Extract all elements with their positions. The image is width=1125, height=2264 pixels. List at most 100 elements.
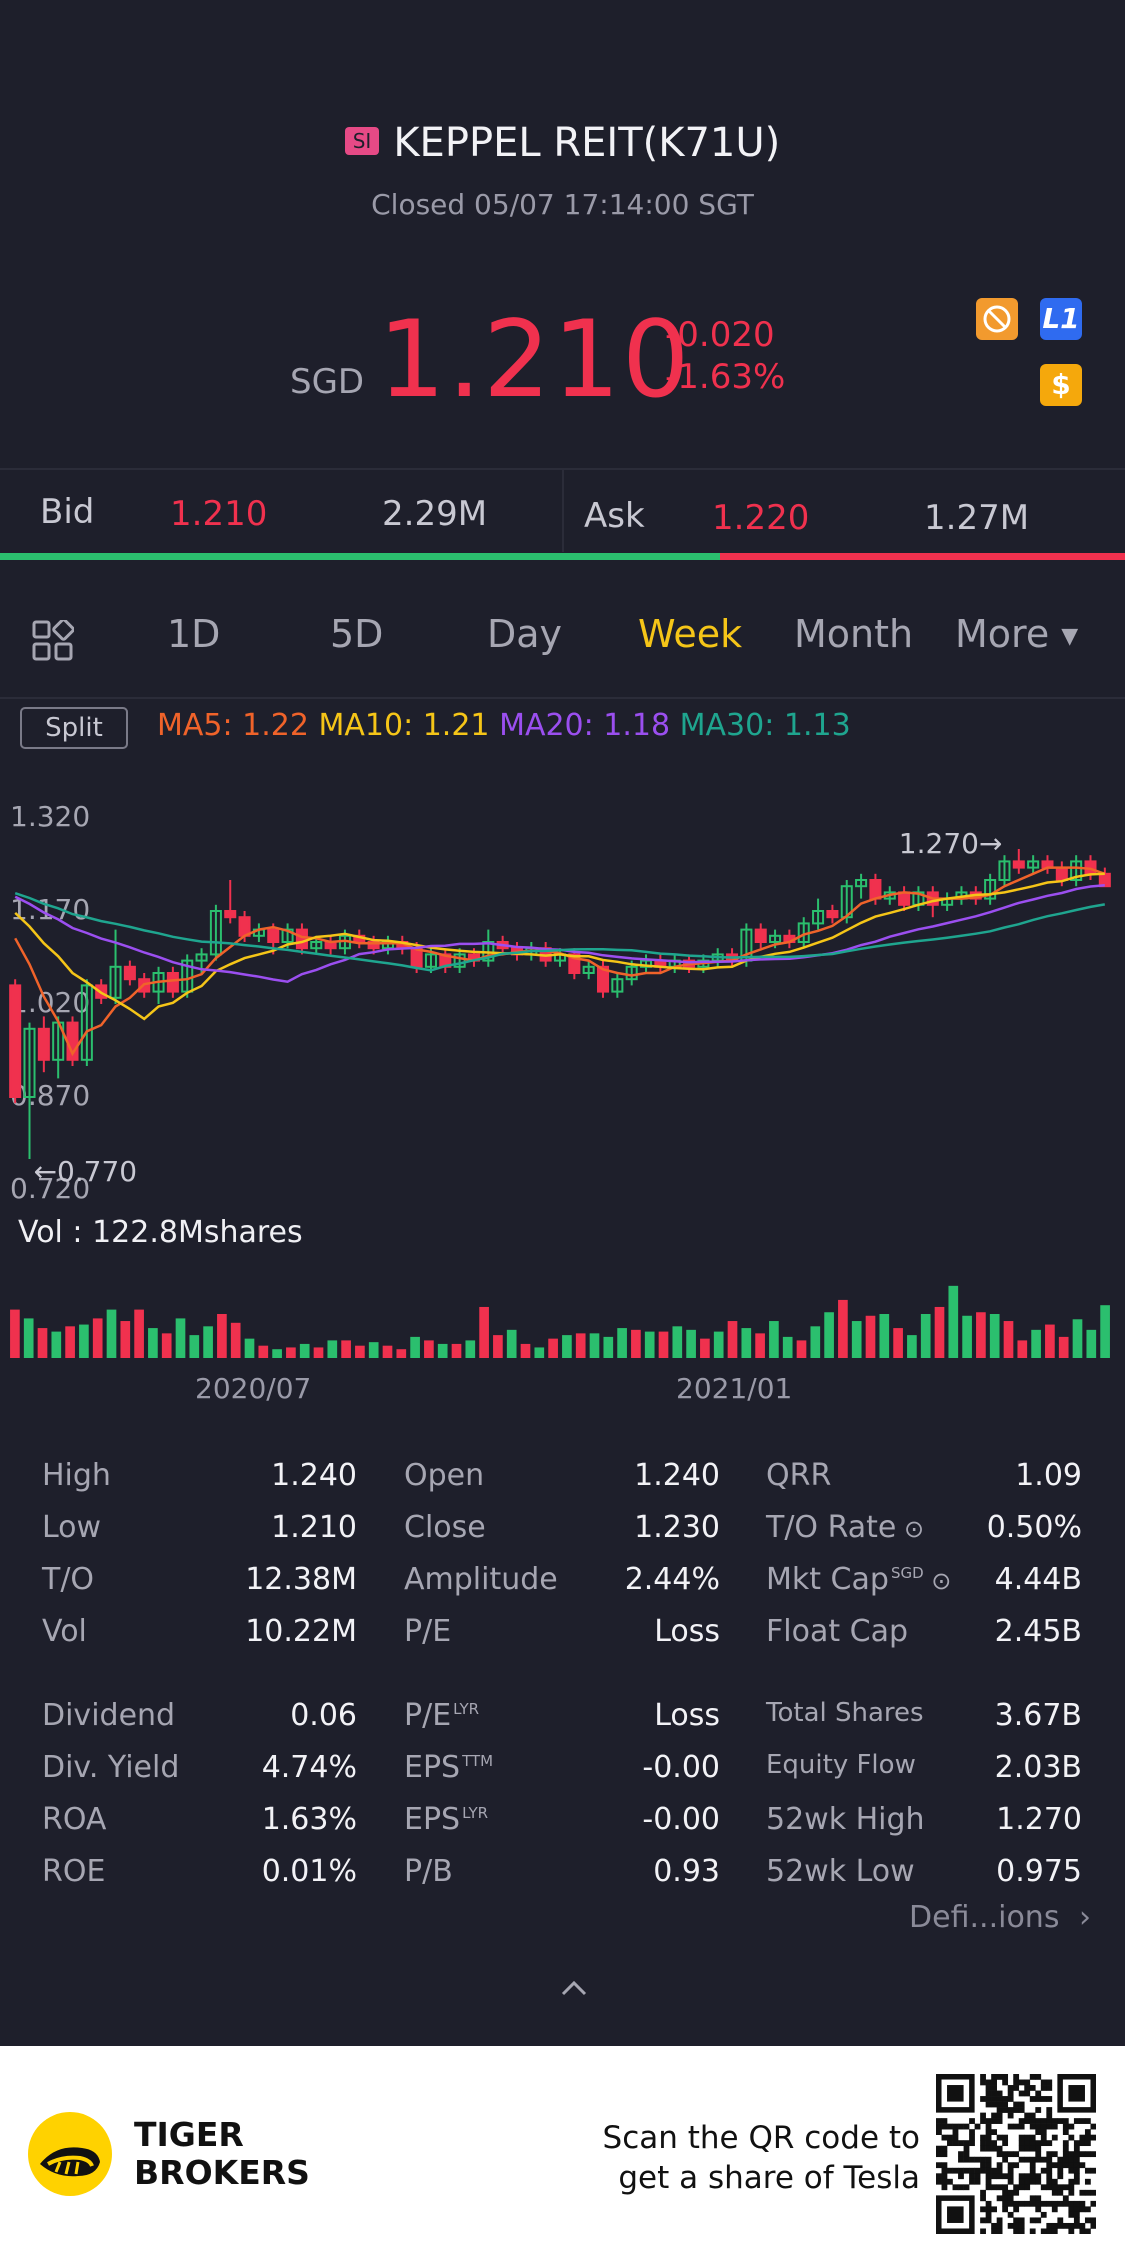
no-short-icon[interactable] — [976, 298, 1018, 340]
candle-body — [625, 965, 638, 981]
tab-more[interactable]: More ▼ — [955, 612, 1078, 656]
brand-line1: TIGER — [134, 2115, 244, 2154]
definitions-link[interactable]: Defi...ions › — [909, 1900, 1091, 1935]
stat-label: QRR — [766, 1458, 831, 1493]
stat-label-text: High — [42, 1458, 111, 1493]
stat-label-text: T/O Rate — [766, 1510, 897, 1545]
candle-body — [568, 953, 581, 974]
volume-bar — [562, 1335, 572, 1358]
stat-label: Float Cap — [766, 1614, 908, 1649]
ma20-value: MA20: 1.18 — [499, 708, 671, 743]
chevron-up-icon[interactable] — [560, 1970, 588, 2005]
volume-bar — [1086, 1329, 1097, 1358]
stat-label-text: EPS — [404, 1750, 461, 1785]
volume-bar — [23, 1318, 34, 1358]
stat-value: 0.01% — [261, 1854, 357, 1889]
x-tick-label: 2020/07 — [195, 1372, 312, 1405]
info-icon[interactable]: ⊙ — [923, 1567, 952, 1595]
volume-bar — [451, 1343, 462, 1358]
volume-bar — [92, 1318, 103, 1358]
candle-body — [869, 879, 882, 900]
volume-bar — [203, 1326, 213, 1358]
volume-bar — [589, 1333, 600, 1358]
stat-label-text: T/O — [42, 1562, 95, 1597]
market-status: Closed 05/07 17:14:00 SGT — [371, 188, 754, 221]
volume-bar — [396, 1349, 407, 1358]
volume-bar — [907, 1335, 917, 1358]
stat-label: Close — [404, 1510, 486, 1545]
bid-ask-panel[interactable]: Bid 1.210 2.29M Ask 1.220 1.27M — [0, 470, 1125, 552]
chevron-right-icon: › — [1079, 1900, 1091, 1935]
stat-value: 2.45B — [994, 1614, 1082, 1649]
stock-title: SI KEPPEL REIT(K71U) — [0, 120, 1125, 166]
volume-bar — [465, 1340, 476, 1358]
volume-bar — [548, 1338, 558, 1358]
stat-label-text: Equity Flow — [766, 1750, 916, 1780]
volume-bar — [272, 1349, 282, 1358]
stat-label: Total Shares — [766, 1698, 924, 1728]
stat-value: 0.50% — [986, 1510, 1082, 1545]
definitions-label: Defi...ions — [909, 1900, 1060, 1935]
stat-value: 1.63% — [261, 1802, 357, 1837]
tab-day[interactable]: Day — [487, 612, 563, 656]
volume-bar — [672, 1326, 683, 1358]
stat-label-text: Float Cap — [766, 1614, 909, 1649]
promo-line2: get a share of Tesla — [618, 2160, 920, 2196]
stat-value: Loss — [654, 1698, 720, 1733]
tab-month[interactable]: Month — [794, 612, 914, 656]
volume-bar — [575, 1333, 586, 1358]
exchange-badge: SI — [344, 127, 380, 155]
stat-value: 10.22M — [245, 1614, 357, 1649]
info-icon[interactable]: ⊙ — [896, 1515, 925, 1543]
volume-bar — [37, 1328, 48, 1358]
divider — [0, 468, 1125, 470]
stat-label: Vol — [42, 1614, 87, 1649]
candle-body — [453, 953, 466, 968]
stat-label: ROA — [42, 1802, 106, 1837]
tab-1d[interactable]: 1D — [167, 612, 221, 656]
volume-bar — [603, 1336, 614, 1358]
volume-bar — [520, 1343, 531, 1358]
volume-bar — [79, 1324, 89, 1358]
stat-superscript: LYR — [453, 1700, 480, 1718]
stat-label: 52wk High — [766, 1802, 925, 1837]
candle-body — [984, 879, 997, 900]
change-percent: -1.63% — [665, 357, 786, 397]
stat-label-text: Dividend — [42, 1698, 176, 1733]
stat-label-text: ROE — [42, 1854, 106, 1889]
candle-body — [998, 860, 1011, 882]
stat-label: Dividend — [42, 1698, 175, 1733]
bid-label: Bid — [40, 492, 95, 532]
split-button[interactable]: Split — [20, 707, 128, 749]
stat-value: 1.210 — [271, 1510, 357, 1545]
volume-bar — [769, 1321, 779, 1358]
chart-layout-icon[interactable] — [32, 618, 75, 666]
volume-bar — [631, 1329, 641, 1358]
tab-5d[interactable]: 5D — [330, 612, 384, 656]
stat-label: Mkt Cap SGD ⊙ — [766, 1562, 951, 1597]
stat-label: Amplitude — [404, 1562, 558, 1597]
ask-size: 1.27M — [924, 498, 1030, 538]
level1-icon[interactable]: L1 — [1040, 298, 1082, 340]
candle-body — [424, 953, 437, 968]
stat-label: EPS TTM — [404, 1750, 493, 1785]
candle-body — [855, 879, 868, 888]
stat-value: 1.270 — [996, 1802, 1082, 1837]
volume-chart[interactable] — [0, 1270, 1125, 1360]
dollar-icon[interactable]: $ — [1040, 364, 1082, 406]
volume-bar — [1031, 1329, 1041, 1358]
volume-bar — [355, 1345, 365, 1358]
stat-superscript: SGD — [890, 1564, 924, 1582]
stat-label: P/E — [404, 1614, 451, 1649]
stat-superscript: LYR — [462, 1804, 489, 1822]
volume-bar — [713, 1331, 724, 1358]
stat-superscript: TTM — [462, 1752, 494, 1770]
stat-label: EPS LYR — [404, 1802, 488, 1837]
candle-body — [37, 1027, 50, 1061]
tab-week[interactable]: Week — [638, 612, 743, 656]
stat-value: 12.38M — [245, 1562, 357, 1597]
volume-bar — [534, 1347, 545, 1358]
y-tick-label: 0.720 — [10, 1172, 90, 1205]
volume-bar — [382, 1345, 393, 1358]
